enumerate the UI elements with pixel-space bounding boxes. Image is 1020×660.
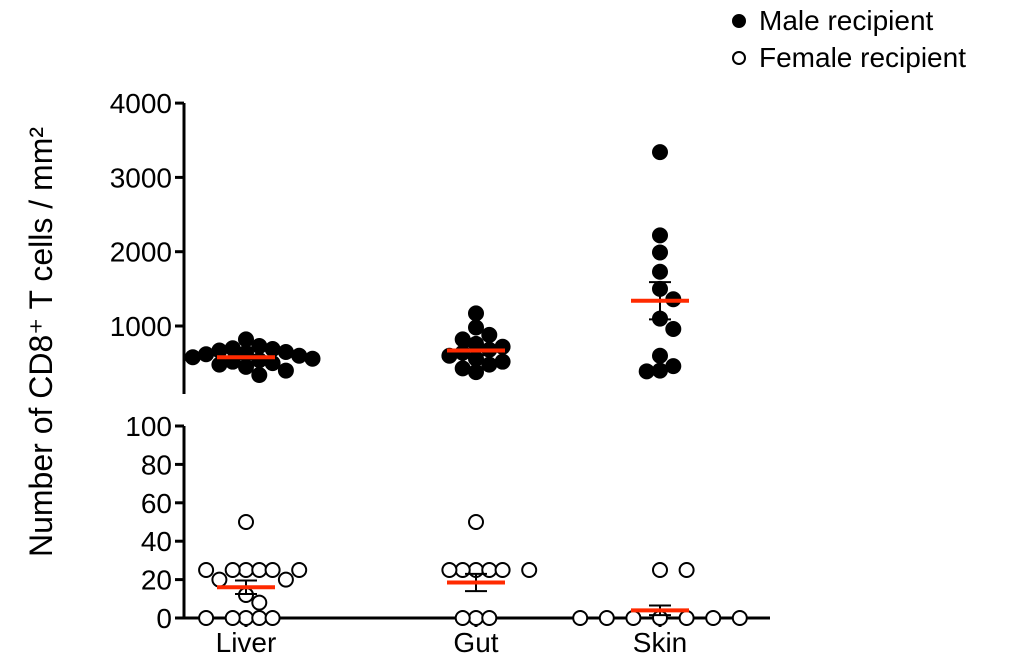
male-data-point: [652, 263, 668, 280]
y-axis-label: Number of CD8⁺ T cells / mm²: [23, 127, 59, 557]
female-data-point: [481, 610, 498, 626]
female-data-point: [238, 610, 254, 626]
y-tick-label-lower: 100: [125, 411, 172, 442]
y-tick-label-lower: 20: [141, 565, 172, 596]
male-data-point: [454, 344, 471, 361]
female-data-point: [454, 610, 471, 626]
legend-label-female: Female recipient: [759, 41, 966, 73]
male-data-point: [251, 367, 268, 384]
y-tick-label-upper: 1000: [110, 311, 172, 342]
female-data-point: [705, 610, 722, 626]
female-data-point: [251, 562, 268, 578]
male-data-point: [454, 331, 471, 348]
male-data-point: [652, 347, 668, 364]
male-data-point: [652, 244, 668, 261]
male-data-point: [277, 362, 294, 379]
female-data-point: [291, 562, 308, 578]
open-circle-icon: [732, 50, 746, 65]
legend-label-male: Male recipient: [759, 4, 934, 36]
male-data-point: [184, 349, 201, 366]
male-data-point: [638, 363, 655, 380]
legend-item-male: Male recipient: [732, 2, 966, 39]
female-data-point: [454, 562, 471, 578]
male-data-point: [665, 358, 682, 375]
legend: Male recipient Female recipient: [732, 2, 966, 76]
male-data-point: [468, 364, 484, 381]
female-data-point: [264, 562, 281, 578]
male-data-point: [238, 331, 254, 348]
female-data-point: [251, 610, 268, 626]
female-data-point: [211, 571, 228, 588]
male-data-point: [468, 305, 484, 322]
male-data-point: [198, 346, 215, 363]
y-tick-label-lower: 0: [156, 603, 172, 634]
female-data-point: [264, 610, 281, 626]
y-tick-label-upper: 4000: [110, 88, 172, 119]
male-data-point: [468, 319, 484, 336]
male-data-point: [454, 360, 471, 377]
male-data-point: [251, 338, 268, 355]
female-data-point: [521, 562, 538, 578]
male-data-point: [494, 353, 511, 370]
female-data-point: [731, 610, 748, 626]
female-data-point: [224, 562, 241, 578]
female-data-point: [678, 610, 695, 626]
female-data-point: [678, 562, 695, 578]
female-data-point: [481, 562, 498, 578]
axes: 1000 2000 3000 4000 0 20 40 60 80 100 Liver Gut Skin: [110, 88, 770, 658]
male-data-point: [481, 356, 498, 373]
female-data-point: [652, 562, 668, 578]
legend-item-female: Female recipient: [732, 39, 966, 76]
female-data-point: [251, 594, 268, 611]
female-data-point: [224, 610, 241, 626]
male-data-point: [665, 320, 682, 337]
male-data-point: [652, 144, 668, 161]
x-tick-label: Gut: [453, 627, 498, 658]
female-data-point: [468, 610, 484, 626]
male-data-point: [224, 340, 241, 357]
x-tick-label: Liver: [216, 627, 277, 658]
male-data-point: [481, 326, 498, 343]
male-data-point: [652, 362, 668, 379]
filled-circle-icon: [732, 13, 746, 28]
male-data-point: [211, 356, 228, 373]
y-tick-label-upper: 2000: [110, 237, 172, 268]
female-data-point: [598, 610, 615, 626]
female-data-point: [494, 562, 511, 578]
y-tick-label-upper: 3000: [110, 162, 172, 193]
male-data-point: [652, 227, 668, 244]
y-tick-label-lower: 40: [141, 526, 172, 557]
female-data-point: [238, 562, 254, 578]
female-data-point: [468, 514, 484, 530]
female-data-point: [625, 610, 642, 626]
x-tick-label: Skin: [633, 627, 687, 658]
female-data-point: [198, 562, 215, 578]
male-data-point: [238, 358, 254, 375]
chart-marks: [184, 144, 748, 626]
female-data-point: [238, 514, 254, 530]
female-data-point: [441, 562, 458, 578]
y-tick-label-lower: 60: [141, 488, 172, 519]
female-data-point: [198, 610, 215, 626]
female-data-point: [277, 571, 294, 588]
male-data-point: [277, 344, 294, 361]
female-data-point: [572, 610, 589, 626]
y-tick-label-lower: 80: [141, 449, 172, 480]
male-data-point: [264, 341, 281, 358]
male-data-point: [304, 350, 321, 367]
male-data-point: [291, 347, 308, 364]
